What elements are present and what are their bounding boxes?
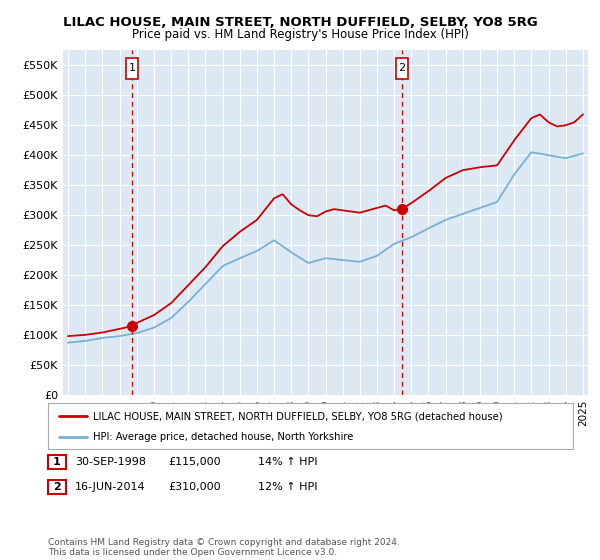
Text: 12% ↑ HPI: 12% ↑ HPI — [258, 482, 317, 492]
Text: 2: 2 — [53, 482, 61, 492]
Text: 30-SEP-1998: 30-SEP-1998 — [75, 457, 146, 467]
Text: 2: 2 — [398, 63, 406, 73]
Text: 1: 1 — [129, 63, 136, 73]
Text: Price paid vs. HM Land Registry's House Price Index (HPI): Price paid vs. HM Land Registry's House … — [131, 28, 469, 41]
Text: HPI: Average price, detached house, North Yorkshire: HPI: Average price, detached house, Nort… — [92, 432, 353, 442]
Text: LILAC HOUSE, MAIN STREET, NORTH DUFFIELD, SELBY, YO8 5RG: LILAC HOUSE, MAIN STREET, NORTH DUFFIELD… — [62, 16, 538, 29]
Text: £310,000: £310,000 — [168, 482, 221, 492]
Text: Contains HM Land Registry data © Crown copyright and database right 2024.
This d: Contains HM Land Registry data © Crown c… — [48, 538, 400, 557]
Text: 16-JUN-2014: 16-JUN-2014 — [75, 482, 146, 492]
Text: 14% ↑ HPI: 14% ↑ HPI — [258, 457, 317, 467]
FancyBboxPatch shape — [396, 58, 408, 79]
Text: LILAC HOUSE, MAIN STREET, NORTH DUFFIELD, SELBY, YO8 5RG (detached house): LILAC HOUSE, MAIN STREET, NORTH DUFFIELD… — [92, 411, 502, 421]
Text: 1: 1 — [53, 457, 61, 467]
FancyBboxPatch shape — [127, 58, 139, 79]
Text: £115,000: £115,000 — [168, 457, 221, 467]
